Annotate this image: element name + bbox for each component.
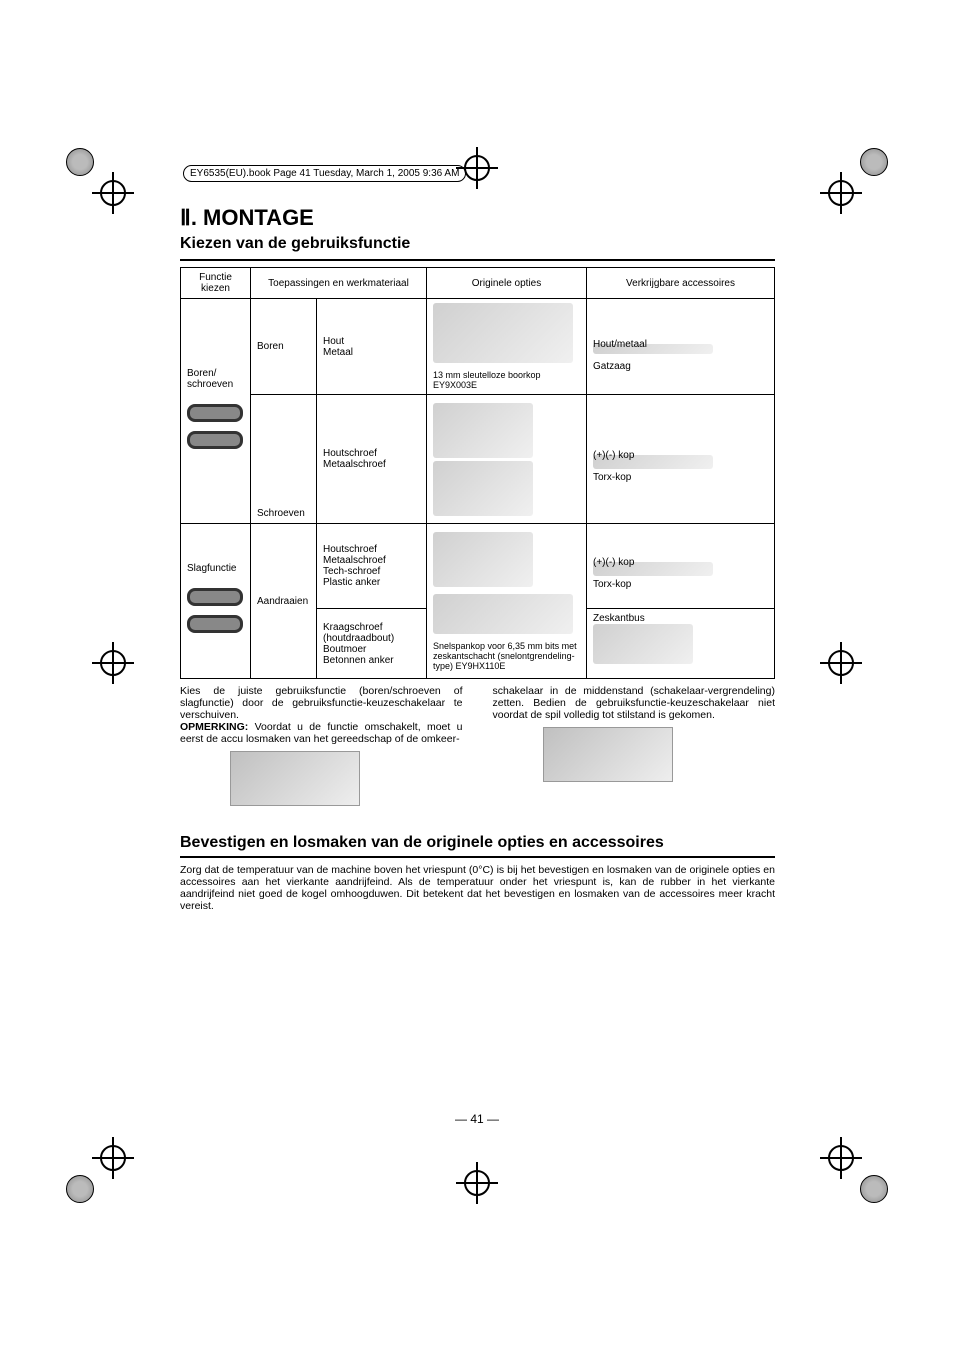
bits-image — [433, 532, 533, 587]
cell-option — [427, 395, 587, 524]
quick-chuck-image — [433, 594, 573, 634]
cell-function: Slagfunctie — [181, 524, 251, 679]
bits-image — [433, 461, 533, 516]
cell-accessory: (+)(-) kop Torx-kop — [587, 524, 775, 609]
cell-material: Houtschroef Metaalschroef — [317, 395, 427, 524]
cell-material: Houtschroef Metaalschroef Tech-schroef P… — [317, 524, 427, 609]
column-right: schakelaar in de middenstand (schakelaar… — [493, 685, 776, 806]
switch-right-image — [543, 727, 673, 782]
th-options: Originele opties — [427, 268, 587, 299]
text-columns: Kies de juiste gebruiksfunctie (boren/sc… — [180, 685, 775, 806]
registration-mark — [464, 155, 490, 181]
chuck-image — [433, 303, 573, 363]
note: OPMERKING: Voordat u de functie omschake… — [180, 721, 463, 745]
function-table: Functie kiezen Toepassingen en werkmater… — [180, 267, 775, 679]
th-applications: Toepassingen en werkmateriaal — [251, 268, 427, 299]
crop-mark — [860, 148, 888, 176]
paragraph: Zorg dat de temperatuur van de machine b… — [180, 864, 775, 912]
registration-mark — [100, 650, 126, 676]
crop-mark — [66, 148, 94, 176]
registration-mark — [828, 180, 854, 206]
switch-left-image — [230, 751, 360, 806]
table-row: Boren/ schroeven Boren Hout Metaal 13 mm… — [181, 299, 775, 395]
mode-icon — [187, 588, 243, 606]
accessory-text: (+)(-) kop Torx-kop — [593, 450, 634, 483]
option-caption: 13 mm sleutelloze boorkop EY9X003E — [433, 370, 580, 390]
registration-mark — [464, 1170, 490, 1196]
cell-function: Boren/ schroeven — [181, 299, 251, 524]
cell-subfunction: Aandraaien — [251, 524, 317, 679]
page-number: — 41 — — [0, 1112, 954, 1126]
table-row: Schroeven Houtschroef Metaalschroef (+)(… — [181, 395, 775, 524]
cell-accessory: (+)(-) kop Torx-kop — [587, 395, 775, 524]
crop-mark — [66, 1175, 94, 1203]
section-heading: Bevestigen en losmaken van de originele … — [180, 834, 775, 852]
hex-socket-image — [593, 624, 693, 664]
function-label: Boren/ schroeven — [187, 368, 233, 390]
print-header: EY6535(EU).book Page 41 Tuesday, March 1… — [183, 165, 466, 182]
registration-mark — [100, 180, 126, 206]
page-number-value: 41 — [470, 1112, 483, 1126]
column-left: Kies de juiste gebruiksfunctie (boren/sc… — [180, 685, 463, 806]
page-content: Ⅱ. MONTAGE Kiezen van de gebruiksfunctie… — [180, 205, 775, 912]
cell-accessory: Zeskantbus — [587, 609, 775, 679]
registration-mark — [828, 650, 854, 676]
page-title: Ⅱ. MONTAGE — [180, 205, 775, 231]
cell-option: Snelspankop voor 6,35 mm bits met zeskan… — [427, 524, 587, 679]
mode-icon — [187, 431, 243, 449]
divider — [180, 856, 775, 858]
paragraph: Kies de juiste gebruiksfunctie (boren/sc… — [180, 685, 463, 721]
registration-mark — [828, 1145, 854, 1171]
mode-icon — [187, 615, 243, 633]
th-accessories: Verkrijgbare accessoires — [587, 268, 775, 299]
crop-mark — [860, 1175, 888, 1203]
cell-subfunction: Boren — [251, 299, 317, 395]
divider — [180, 259, 775, 261]
cell-material: Hout Metaal — [317, 299, 427, 395]
accessory-text: (+)(-) kop Torx-kop — [593, 557, 634, 590]
cell-subfunction: Schroeven — [251, 395, 317, 524]
cell-accessory: Hout/metaal Gatzaag — [587, 299, 775, 395]
note-continuation: schakelaar in de middenstand (schakelaar… — [493, 685, 776, 721]
option-caption: Snelspankop voor 6,35 mm bits met zeskan… — [433, 641, 580, 671]
cell-option: 13 mm sleutelloze boorkop EY9X003E — [427, 299, 587, 395]
accessory-text: Zeskantbus — [593, 613, 645, 624]
table-row: Slagfunctie Aandraaien Houtschroef Metaa… — [181, 524, 775, 609]
function-label: Slagfunctie — [187, 563, 236, 574]
note-label: OPMERKING: — [180, 721, 248, 733]
cell-material: Kraagschroef (houtdraadbout) Boutmoer Be… — [317, 609, 427, 679]
section-heading: Kiezen van de gebruiksfunctie — [180, 235, 775, 253]
accessory-text: Hout/metaal Gatzaag — [593, 339, 647, 372]
bits-image — [433, 403, 533, 458]
registration-mark — [100, 1145, 126, 1171]
mode-icon — [187, 404, 243, 422]
th-function: Functie kiezen — [181, 268, 251, 299]
